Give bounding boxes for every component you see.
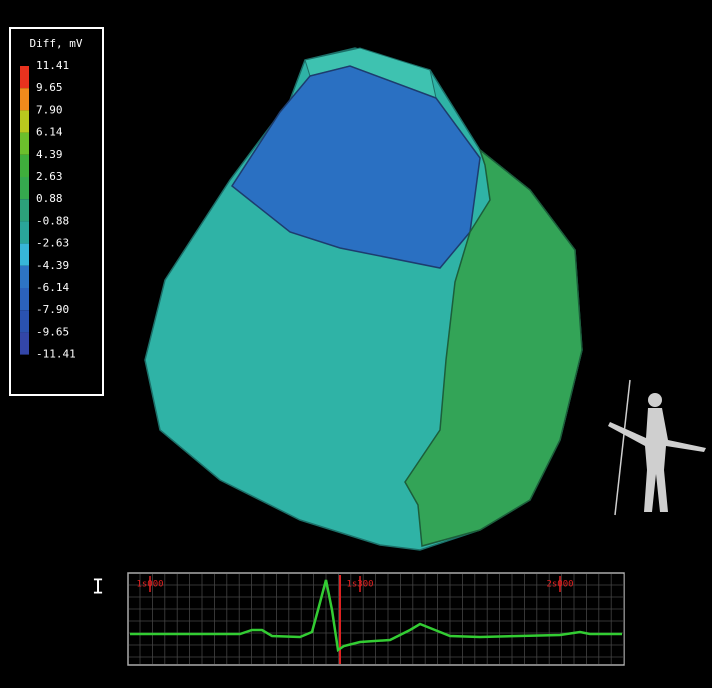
- legend-label: -9.65: [36, 325, 69, 338]
- legend-label: 7.90: [36, 103, 63, 116]
- color-swatch: [20, 265, 29, 288]
- color-swatch: [20, 199, 29, 222]
- legend-label: -4.39: [36, 259, 69, 272]
- time-label: 1s000: [136, 580, 163, 590]
- time-label: 1s300: [346, 580, 373, 590]
- legend-label: 6.14: [36, 126, 63, 139]
- time-label: 2s000: [546, 580, 573, 590]
- heart-model: [144, 47, 583, 551]
- legend-label: -11.41: [36, 348, 76, 361]
- legend-label: 9.65: [36, 81, 63, 94]
- legend-label: 0.88: [36, 192, 63, 205]
- color-swatch: [20, 132, 29, 155]
- color-swatch: [20, 332, 29, 355]
- orientation-figure: [608, 379, 706, 516]
- legend-label: -0.88: [36, 214, 69, 227]
- legend-title: Diff, mV: [30, 37, 83, 50]
- color-swatch: [20, 221, 29, 244]
- ecg-panel: I: [92, 572, 625, 666]
- color-swatch: [20, 110, 29, 133]
- color-swatch: [20, 88, 29, 111]
- legend-label: -6.14: [36, 281, 69, 294]
- legend-label: -7.90: [36, 303, 69, 316]
- color-swatch: [20, 243, 29, 266]
- color-swatch: [20, 66, 29, 89]
- lead-label: I: [92, 575, 104, 599]
- legend-label: 2.63: [36, 170, 63, 183]
- color-swatch: [20, 310, 29, 333]
- legend-label: 4.39: [36, 148, 63, 161]
- color-swatch: [20, 154, 29, 177]
- color-swatch: [20, 288, 29, 311]
- colorbar: 11.41 9.65 7.90 6.14 4.39 2.63 0.88 -0.88 -2.63 -…: [20, 59, 76, 361]
- color-swatch: [20, 177, 29, 200]
- legend-label: -2.63: [36, 237, 69, 250]
- legend-label: 11.41: [36, 59, 69, 72]
